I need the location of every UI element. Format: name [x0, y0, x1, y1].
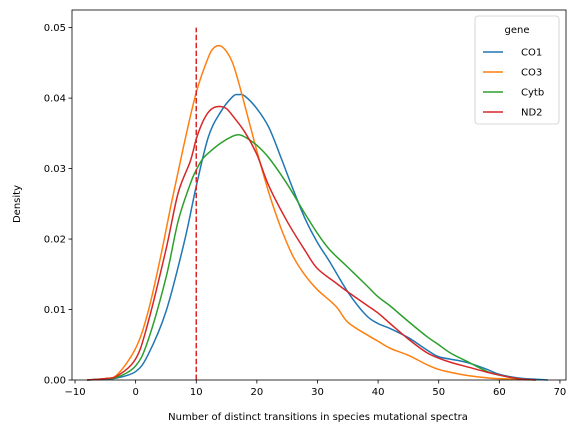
x-tick-label: 30: [311, 387, 324, 398]
x-tick-label: 70: [554, 387, 567, 398]
x-tick-label: 40: [372, 387, 385, 398]
x-tick-label: 0: [132, 387, 138, 398]
legend-title: gene: [505, 25, 530, 36]
legend-entry-co3: CO3: [521, 68, 542, 79]
x-tick-label: 50: [432, 387, 445, 398]
y-tick-label: 0.00: [44, 376, 66, 387]
legend: gene CO1 CO3 Cytb ND2: [475, 16, 559, 124]
y-tick-label: 0.03: [44, 164, 66, 175]
x-axis-label: Number of distinct transitions in specie…: [168, 412, 468, 423]
x-tick-label: 10: [190, 387, 203, 398]
x-tick-label: 20: [251, 387, 264, 398]
y-tick-label: 0.05: [44, 23, 66, 34]
x-tick-label: −10: [64, 387, 85, 398]
y-tick-label: 0.01: [44, 305, 66, 316]
y-tick-label: 0.04: [44, 94, 66, 105]
legend-entry-cytb: Cytb: [521, 88, 544, 99]
legend-entry-nd2: ND2: [521, 108, 543, 119]
x-tick-label: 60: [493, 387, 506, 398]
y-axis-label: Density: [12, 185, 23, 223]
y-tick-label: 0.02: [44, 235, 66, 246]
legend-entry-co1: CO1: [521, 48, 542, 59]
